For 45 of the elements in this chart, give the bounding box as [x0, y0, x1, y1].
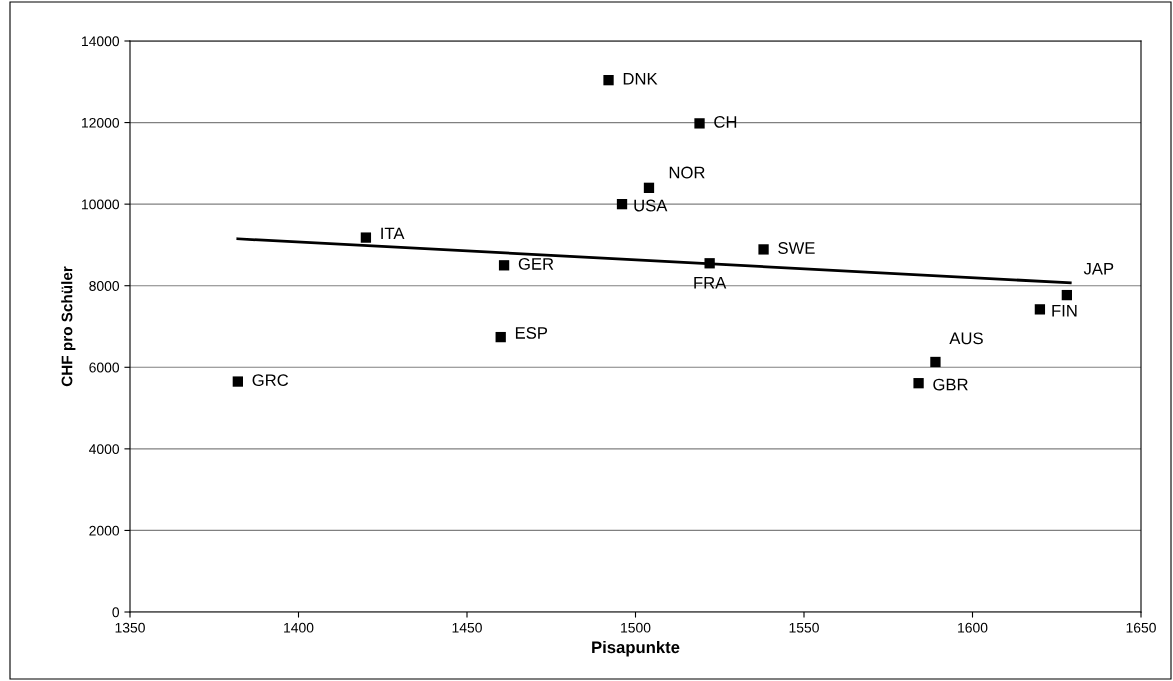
- annotation: CH: [714, 116, 737, 128]
- point: [643, 182, 655, 193]
- x-axis-title: Pisapunkte: [592, 640, 680, 657]
- point: [616, 198, 628, 210]
- point: [694, 118, 705, 129]
- point: [1034, 304, 1046, 315]
- annotation: DNK: [623, 73, 658, 85]
- annotation: FIN: [1052, 304, 1077, 317]
- annotation: ITA: [381, 227, 405, 240]
- x-tick-label: 1400: [284, 622, 314, 633]
- point: [360, 232, 372, 243]
- annotation: GBR: [933, 378, 968, 391]
- x-tick-label: 1350: [115, 622, 145, 633]
- annotation: FRA: [694, 276, 727, 289]
- y-tick-label: 6000: [89, 362, 120, 373]
- point: [232, 376, 243, 387]
- annotation: GRC: [252, 374, 289, 387]
- x-tick-label: 1650: [1126, 622, 1156, 633]
- point: [930, 356, 941, 368]
- y-tick-label: 14000: [82, 36, 120, 47]
- annotation: JAP: [1083, 262, 1114, 275]
- x-tick-label: 1600: [958, 622, 988, 633]
- y-tick-label: 0: [112, 607, 120, 618]
- y-tick-label: 4000: [89, 444, 120, 455]
- annotation: GER: [518, 257, 554, 270]
- y-tick-label: 2000: [89, 525, 120, 536]
- x-tick-label: 1500: [621, 622, 651, 633]
- point: [913, 378, 924, 389]
- annotation: SWE: [778, 242, 815, 254]
- point: [498, 260, 510, 271]
- annotation: AUS: [949, 332, 983, 345]
- x-tick-label: 1550: [789, 622, 819, 633]
- y-axis-title: CHF pro Schüler: [61, 266, 76, 387]
- y-tick-label: 12000: [82, 117, 120, 128]
- point: [495, 331, 506, 343]
- annotation: USA: [634, 199, 668, 212]
- point: [704, 258, 715, 269]
- annotation: NOR: [669, 166, 705, 179]
- point: [1061, 289, 1073, 301]
- annotation: ESP: [515, 327, 548, 339]
- point: [758, 244, 769, 255]
- point: [603, 75, 614, 86]
- y-tick-label: 8000: [89, 281, 120, 291]
- y-tick-label: 10000: [82, 199, 120, 210]
- x-tick-label: 1450: [452, 622, 482, 633]
